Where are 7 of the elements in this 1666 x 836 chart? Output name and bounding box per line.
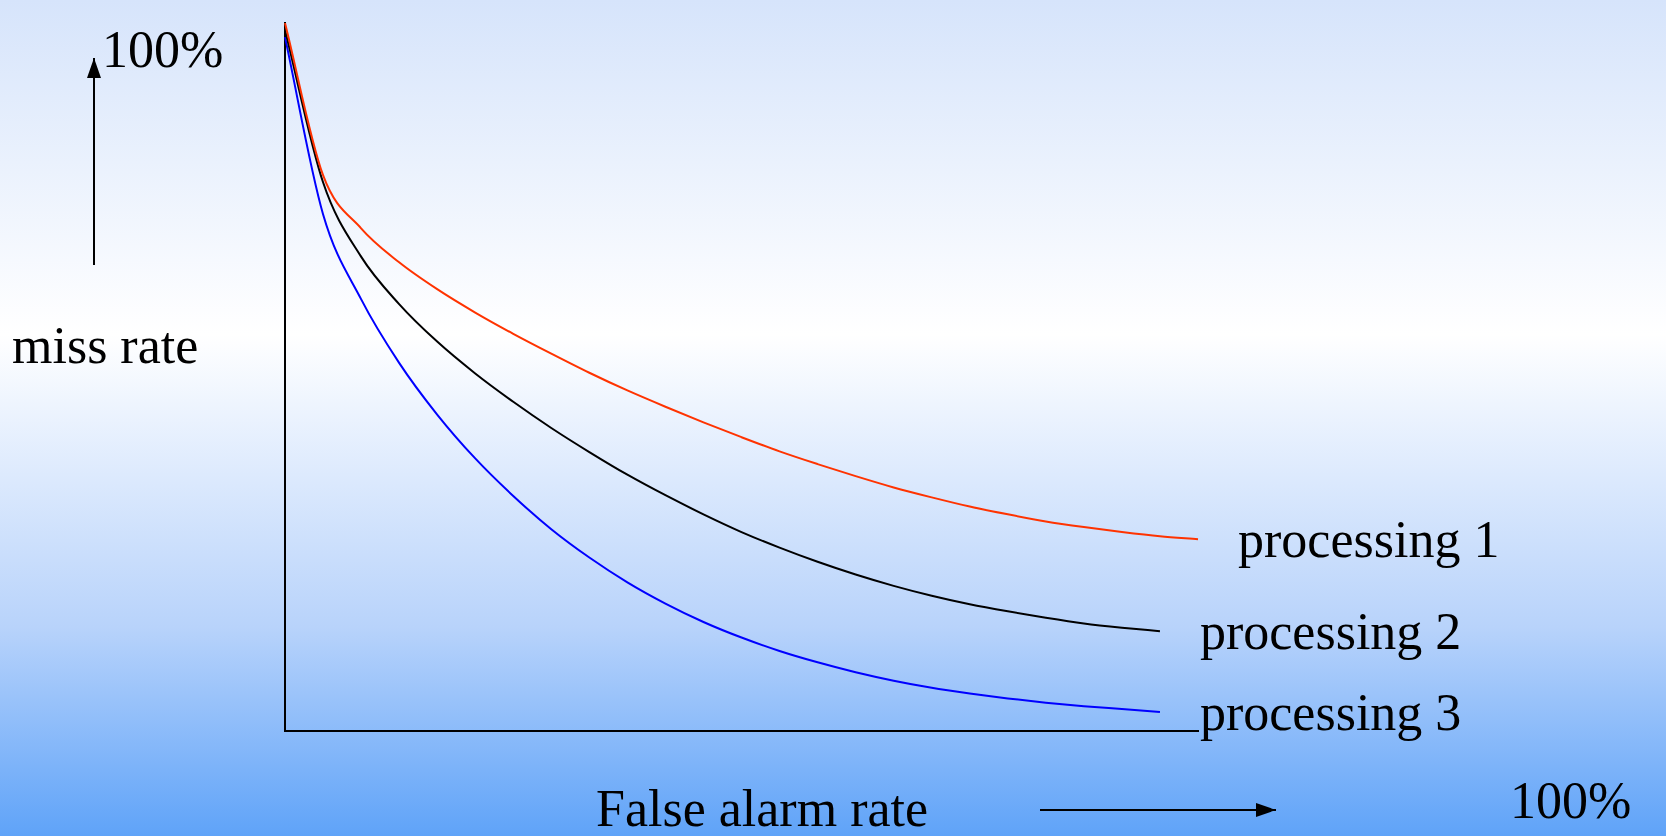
series-label: processing 3: [1199, 683, 1462, 741]
y-axis-title: miss rate: [12, 317, 199, 374]
text: 100%: [102, 21, 224, 78]
series-label: processing 1: [1238, 510, 1500, 568]
text: 100%: [1510, 772, 1632, 829]
series-label: processing 2: [1199, 602, 1462, 660]
x-axis-title: False alarm rate: [596, 780, 929, 836]
